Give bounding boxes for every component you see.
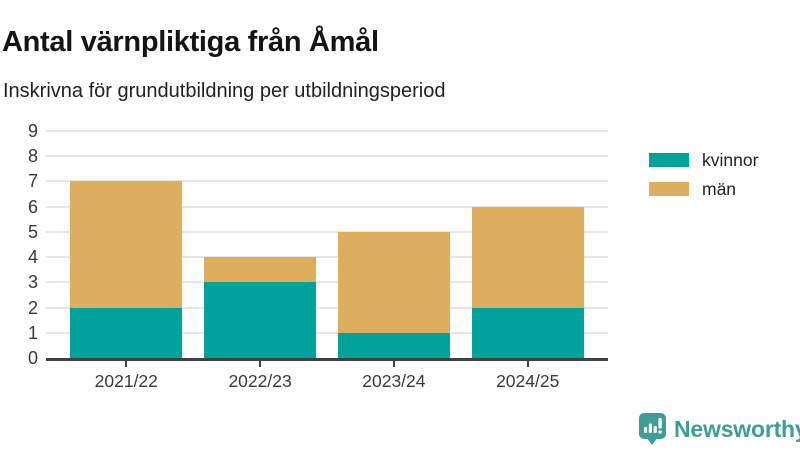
- newsworthy-logo[interactable]: Newsworthy: [638, 412, 800, 446]
- chart-subtitle: Inskrivna för grundutbildning per utbild…: [3, 80, 446, 102]
- chart-legend: kvinnor män: [649, 149, 758, 207]
- gridline-y-8: [46, 155, 608, 158]
- legend-label-man: män: [702, 179, 737, 199]
- bar-segment-2021-22-män: [70, 181, 183, 308]
- x-tick-label-2024-25: 2024/25: [496, 371, 560, 391]
- legend-swatch-man: [649, 182, 689, 196]
- bar-segment-2022-23-kvinnor: [203, 282, 317, 358]
- y-tick-label-1: 1: [27, 322, 38, 343]
- bar-segment-2024-25-män: [471, 206, 584, 308]
- x-tick-label-2023-24: 2023/24: [362, 371, 426, 391]
- y-tick-label-3: 3: [27, 272, 38, 293]
- bar-segment-2024-25-kvinnor: [471, 307, 584, 358]
- x-tick-label-2022-23: 2022/23: [228, 371, 292, 391]
- legend-label-kvinnor: kvinnor: [702, 150, 759, 170]
- gridline-y-7: [46, 180, 608, 183]
- newsworthy-logo-text: Newsworthy: [674, 415, 800, 442]
- x-tick-2024-25: [526, 361, 529, 367]
- y-tick-label-4: 4: [27, 247, 38, 268]
- bar-segment-2022-23-män: [203, 257, 317, 283]
- x-tick-2023-24: [392, 361, 395, 367]
- bar-segment-2023-24-män: [337, 231, 451, 333]
- gridline-y-4: [46, 256, 608, 259]
- bar-segment-2021-22-kvinnor: [70, 307, 183, 358]
- y-tick-label-2: 2: [27, 297, 38, 318]
- y-tick-label-6: 6: [27, 196, 38, 217]
- x-axis-labels: 2021/22 2022/23 2023/24 2024/25: [46, 371, 608, 395]
- y-tick-label-9: 9: [27, 121, 38, 141]
- gridline-y-3: [46, 281, 608, 284]
- x-tick-label-2021-22: 2021/22: [94, 371, 158, 391]
- y-tick-label-8: 8: [27, 146, 38, 167]
- x-tick-2022-23: [259, 361, 262, 367]
- plot-area: [46, 130, 608, 367]
- legend-item-kvinnor: kvinnor: [649, 149, 758, 171]
- y-axis: 0 1 2 3 4 5 6 7 8 9: [0, 121, 38, 368]
- gridline-y-2: [46, 306, 608, 309]
- y-tick-label-5: 5: [27, 221, 38, 242]
- bar-chart-speech-bubble-icon: [638, 412, 667, 446]
- gridline-y-1: [46, 331, 608, 334]
- legend-item-man: män: [649, 178, 758, 200]
- y-tick-label-0: 0: [27, 348, 38, 368]
- gridline-y-6: [46, 205, 608, 208]
- page-title: Antal värnpliktiga från Åmål: [2, 26, 379, 59]
- legend-swatch-kvinnor: [649, 153, 689, 167]
- bar-segment-2023-24-kvinnor: [337, 332, 451, 358]
- x-tick-2021-22: [125, 361, 128, 367]
- y-tick-label-7: 7: [27, 171, 38, 192]
- gridline-y-9: [46, 130, 608, 132]
- gridline-y-5: [46, 230, 608, 233]
